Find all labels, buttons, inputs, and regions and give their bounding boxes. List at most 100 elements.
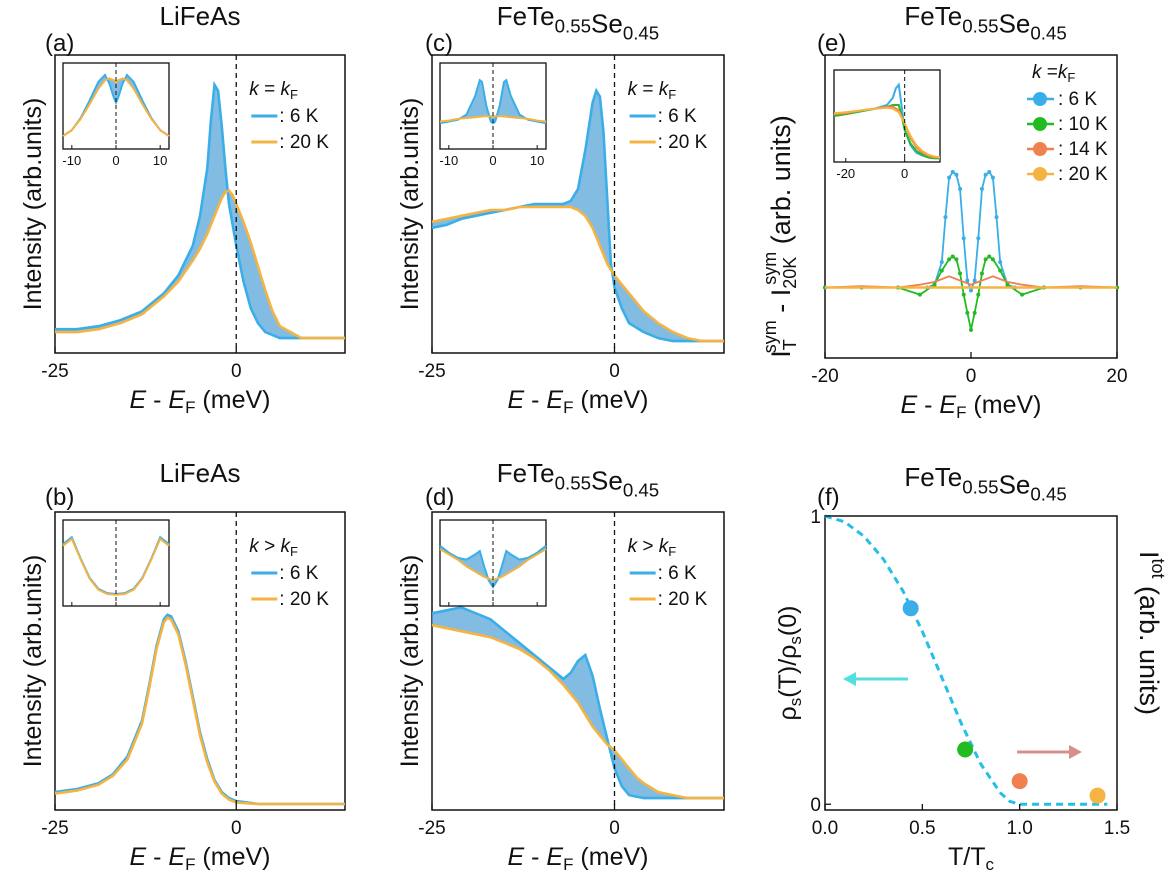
legend-title: k =kF [1032, 62, 1075, 85]
panel-f: 0.0 0.5 1.0 1.501FeTe0.55Se0.45(f)T/Tcρs(T)… [774, 462, 1167, 874]
legend-title: k > kF [249, 536, 298, 559]
title-part: Se [999, 8, 1031, 38]
legend-kf-sub: F [668, 544, 676, 559]
legend-title: k > kF [628, 536, 677, 559]
xlabel-e: E [508, 386, 525, 414]
ylabel-part: sym [760, 320, 780, 353]
inset: -20 0 [833, 69, 941, 181]
panel-title: LiFeAs [160, 1, 241, 31]
legend-marker [1033, 142, 1047, 156]
data-point [947, 175, 952, 180]
panel-e: -20 0 20 FeTe0.55Se0.45 (e) E - EF (meV) ITsym… [760, 1, 1128, 422]
data-point [983, 257, 988, 262]
x-tick-label: 20 [1106, 366, 1127, 387]
legend-op: = [637, 79, 659, 100]
inset-6k-line [439, 78, 547, 125]
xlabel-dash: - [524, 843, 546, 871]
x-axis-label: E - EF (meV) [901, 391, 1042, 422]
right-arrow-head [1069, 745, 1082, 759]
y-axis-label-right: Itot (arb. units) [1134, 551, 1167, 715]
title-sub: 0.45 [1030, 484, 1066, 505]
panel-label: (f) [817, 484, 840, 511]
xlabel-ef: E [168, 843, 185, 871]
inset-tick-label: 10 [530, 153, 544, 168]
x-tick-label: -20 [811, 366, 838, 387]
plot-frame [54, 54, 346, 354]
ylabel-part: (T)/ρ [774, 645, 802, 698]
inset [62, 519, 170, 607]
xlabel-dash: - [917, 391, 939, 419]
legend-kf: k [1058, 62, 1069, 83]
ylabel-right-part: tot [1148, 558, 1167, 578]
data-point [976, 292, 981, 297]
inset-20k-line [439, 115, 547, 123]
legend-k: k [628, 79, 639, 100]
xlabel-sub: F [563, 398, 573, 417]
legend-op: > [259, 536, 281, 557]
ylabel-part: I [766, 350, 796, 358]
data-point [990, 175, 995, 180]
superfluid-density-curve [824, 514, 1108, 806]
x-axis-label: E - EF (meV) [508, 386, 649, 417]
y-axis-label: Intensity (arb.units) [19, 555, 47, 768]
data-point [969, 327, 973, 332]
xlabel-ef: E [546, 386, 563, 414]
panel-title: FeTe0.55Se0.45 [904, 462, 1066, 505]
legend-kf: k [659, 79, 670, 100]
ylabel-part: s [786, 636, 805, 645]
data-point [969, 288, 973, 293]
panel-title: FeTe0.55Se0.45 [497, 1, 659, 44]
xlabel-part: T/T [948, 843, 986, 871]
legend-entry: : 6 K [1058, 89, 1097, 110]
legend-k: k [249, 536, 260, 557]
series-14k-line [824, 275, 1118, 289]
xlabel-sub: F [185, 398, 195, 417]
legend-k: k [628, 536, 639, 557]
y-axis-label: Intensity (arb.units) [396, 98, 424, 311]
ylabel-part: T [780, 339, 800, 350]
x-tick-label: -25 [418, 818, 445, 839]
legend-entry: : 10 K [1058, 114, 1108, 135]
panel-label: (e) [817, 30, 846, 57]
data-point [965, 310, 970, 315]
title-sub: 0.55 [555, 15, 591, 36]
series-6k-line [431, 606, 724, 800]
legend-kf-sub: F [290, 87, 298, 102]
legend-entry: : 20 K [658, 589, 708, 610]
legend-k: k [249, 79, 260, 100]
xlabel-e: E [130, 386, 147, 414]
series-20k-line [55, 189, 345, 340]
legend-kf: k [280, 79, 291, 100]
plot-frame [431, 54, 725, 354]
data-point [1005, 282, 1010, 287]
panel-title: FeTe0.55Se0.45 [904, 1, 1066, 44]
ylabel-right-part: (arb. units) [1134, 578, 1164, 715]
x-axis-label: T/Tc [948, 843, 995, 874]
xlabel-dash: - [146, 843, 168, 871]
title-sub: 0.45 [1030, 23, 1066, 44]
ylabel-part: (arb. units) [766, 115, 796, 252]
data-point [957, 741, 974, 758]
xlabel-unit: (meV) [573, 843, 648, 871]
panel-label: (a) [45, 30, 74, 57]
inset-tick-label: 10 [153, 153, 167, 168]
xlabel-unit: (meV) [195, 386, 270, 414]
inset-tick-label: -10 [62, 153, 81, 168]
ylabel-part: 20K [780, 257, 800, 289]
ylabel-part: - I [766, 289, 796, 321]
series-20k-line [431, 205, 724, 343]
data-point [939, 268, 944, 273]
title-sub: 0.55 [962, 476, 998, 497]
series-6k-line [825, 170, 1117, 294]
x-tick-label: 0.0 [812, 818, 838, 839]
panel-label: (b) [45, 484, 74, 511]
series-20k-line [431, 623, 724, 800]
plot-frame [54, 511, 346, 811]
xlabel-ef: E [939, 391, 956, 419]
legend-kf: k [659, 536, 670, 557]
title-part: Se [591, 8, 623, 38]
xlabel-unit: (meV) [573, 386, 648, 414]
data-point [987, 169, 992, 174]
x-axis-label: E - EF (meV) [130, 386, 271, 417]
